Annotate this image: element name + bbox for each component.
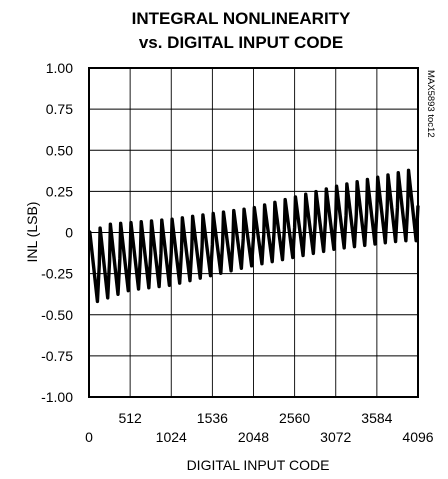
y-tick-label: -1.00 (41, 389, 73, 405)
x-tick-label: 2560 (279, 410, 310, 426)
y-tick-labels: 1.00 0.75 0.50 0.25 0 -0.25 -0.50 -0.75 -1.00 (41, 60, 73, 405)
y-tick-label: -0.25 (41, 266, 73, 282)
x-tick-label: 0 (85, 429, 93, 445)
x-tick-label: 512 (118, 410, 142, 426)
y-tick-label: -0.75 (41, 348, 73, 364)
series-group (88, 168, 420, 304)
y-tick-label: 0.75 (46, 101, 73, 117)
y-axis-label: INL (LSB) (24, 202, 40, 263)
plot-frame (88, 67, 419, 398)
x-tick-label: 3072 (320, 429, 351, 445)
chart-title-line1: INTEGRAL NONLINEARITY (132, 9, 351, 28)
y-tick-label: 0 (65, 225, 73, 241)
x-tick-label: 2048 (238, 429, 269, 445)
y-tick-label: 0.50 (46, 142, 73, 158)
y-tick-label: -0.50 (41, 307, 73, 323)
figure-id-note: MAX5893 toc12 (425, 70, 436, 138)
x-axis-label: DIGITAL INPUT CODE (187, 457, 330, 473)
chart-title-line2: vs. DIGITAL INPUT CODE (139, 33, 343, 52)
x-tick-label: 4096 (402, 429, 433, 445)
y-tick-label: 0.25 (46, 183, 73, 199)
x-tick-label: 1024 (156, 429, 187, 445)
x-tick-label: 1536 (197, 410, 228, 426)
y-tick-label: 1.00 (46, 60, 73, 76)
x-tick-labels: 0 512 1024 1536 2048 2560 3072 3584 4096 (85, 410, 434, 445)
inl-series-line (88, 168, 420, 304)
x-tick-label: 3584 (361, 410, 392, 426)
